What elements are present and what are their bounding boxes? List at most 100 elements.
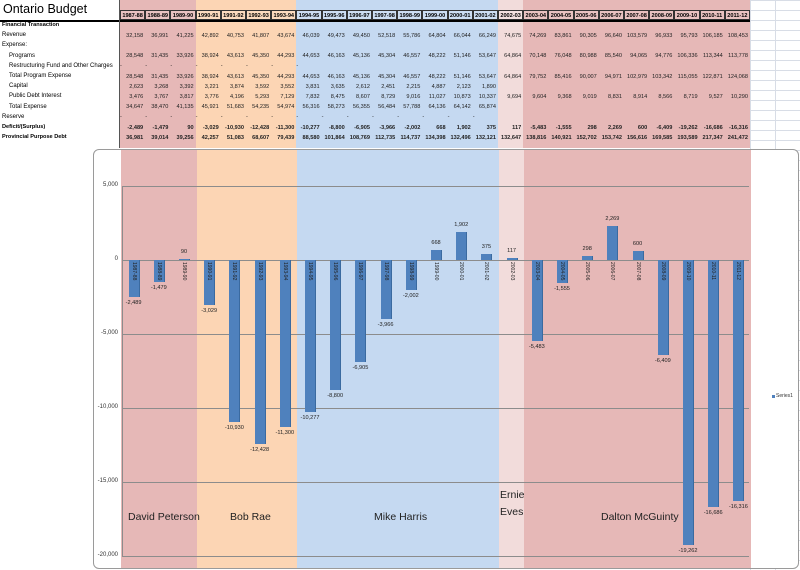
- table-cell[interactable]: 41,807: [252, 32, 270, 39]
- bar-2000-01[interactable]: [456, 231, 467, 260]
- column-header[interactable]: 1999-00: [422, 10, 448, 20]
- table-cell[interactable]: 3,874: [229, 83, 244, 90]
- table-cell[interactable]: 3,552: [280, 83, 295, 90]
- table-cell[interactable]: 80,988: [579, 53, 597, 60]
- table-cell[interactable]: 43,613: [226, 73, 244, 80]
- table-cell[interactable]: 122,871: [702, 73, 723, 80]
- table-cell[interactable]: -: [120, 63, 122, 70]
- table-cell[interactable]: 3,767: [154, 93, 169, 100]
- table-cell[interactable]: 3,392: [179, 83, 194, 90]
- table-cell[interactable]: 2,612: [355, 83, 370, 90]
- table-cell[interactable]: -5,483: [530, 124, 547, 131]
- table-cell[interactable]: 31,435: [151, 73, 169, 80]
- column-header[interactable]: 1987-88: [120, 10, 146, 20]
- bar-2005-06[interactable]: [582, 255, 593, 260]
- table-cell[interactable]: 90: [187, 124, 194, 131]
- table-cell[interactable]: 45,921: [201, 104, 219, 111]
- table-cell[interactable]: 103,342: [652, 73, 673, 80]
- table-cell[interactable]: 39,014: [151, 134, 169, 141]
- table-cell[interactable]: 55,786: [403, 32, 421, 39]
- table-cell[interactable]: 74,675: [504, 32, 522, 39]
- column-header[interactable]: 2005-06: [573, 10, 599, 20]
- table-cell[interactable]: 36,991: [151, 32, 169, 39]
- table-cell[interactable]: 33,926: [176, 53, 194, 60]
- table-cell[interactable]: 668: [436, 124, 446, 131]
- table-cell[interactable]: -2,489: [127, 124, 144, 131]
- table-cell[interactable]: 38,924: [201, 53, 219, 60]
- column-header[interactable]: 1991-92: [220, 10, 246, 20]
- table-cell[interactable]: 94,776: [655, 53, 673, 60]
- deficit-chart[interactable]: 5,000 0 -5,000 -10,000 -15,000 -20,000 1987-88…: [93, 149, 799, 569]
- table-cell[interactable]: 8,719: [683, 93, 698, 100]
- column-header[interactable]: 2001-02: [472, 10, 498, 20]
- table-cell[interactable]: 66,044: [453, 32, 471, 39]
- table-cell[interactable]: 4,196: [229, 93, 244, 100]
- column-header[interactable]: 2010-11: [699, 10, 725, 20]
- bar-1997-98[interactable]: [380, 260, 391, 319]
- table-cell[interactable]: 115,055: [677, 73, 698, 80]
- table-cell[interactable]: 117: [512, 124, 522, 131]
- table-cell[interactable]: 56,484: [378, 104, 396, 111]
- bar-1994-95[interactable]: [305, 260, 315, 413]
- table-cell[interactable]: -: [246, 114, 248, 121]
- table-cell[interactable]: 65,874: [478, 104, 496, 111]
- table-cell[interactable]: 9,019: [582, 93, 597, 100]
- table-cell[interactable]: 70,148: [529, 53, 547, 60]
- table-cell[interactable]: 44,653: [302, 73, 320, 80]
- table-cell[interactable]: 28,548: [126, 53, 144, 60]
- table-cell[interactable]: 53,647: [478, 73, 496, 80]
- table-cell[interactable]: 113,778: [728, 53, 748, 60]
- table-cell[interactable]: 3,831: [305, 83, 320, 90]
- table-cell[interactable]: 49,473: [327, 32, 345, 39]
- table-cell[interactable]: -: [246, 63, 248, 70]
- table-cell[interactable]: 138,816: [526, 134, 547, 141]
- table-cell[interactable]: 51,083: [226, 134, 244, 141]
- table-cell[interactable]: 124,068: [727, 73, 748, 80]
- table-cell[interactable]: 140,921: [551, 134, 572, 141]
- column-header[interactable]: 1995-96: [321, 10, 347, 20]
- table-cell[interactable]: 64,864: [504, 53, 522, 60]
- column-header[interactable]: 2011-12: [724, 10, 750, 20]
- table-cell[interactable]: -: [145, 114, 148, 121]
- table-cell[interactable]: 52,518: [378, 32, 396, 39]
- table-cell[interactable]: -: [271, 114, 274, 121]
- table-cell[interactable]: -: [220, 114, 223, 121]
- column-header[interactable]: 1988-89: [145, 10, 171, 20]
- table-cell[interactable]: 54,974: [277, 104, 295, 111]
- table-cell[interactable]: 42,257: [201, 134, 219, 141]
- table-cell[interactable]: -: [220, 63, 223, 70]
- table-cell[interactable]: 1,890: [481, 83, 496, 90]
- table-cell[interactable]: 94,065: [630, 53, 648, 60]
- bar-1992-93[interactable]: [254, 260, 265, 444]
- table-cell[interactable]: 3,268: [154, 83, 169, 90]
- table-cell[interactable]: -: [372, 114, 374, 121]
- table-cell[interactable]: -: [170, 63, 173, 70]
- table-cell[interactable]: 49,450: [352, 32, 370, 39]
- table-cell[interactable]: 153,742: [601, 134, 622, 141]
- table-cell[interactable]: 103,579: [626, 32, 648, 39]
- table-cell[interactable]: 193,589: [677, 134, 698, 141]
- table-cell[interactable]: 2,269: [607, 124, 622, 131]
- table-cell[interactable]: 600: [637, 124, 648, 131]
- table-cell[interactable]: -19,262: [678, 124, 698, 131]
- table-cell[interactable]: 45,136: [352, 73, 370, 80]
- table-cell[interactable]: 5,293: [255, 93, 270, 100]
- table-cell[interactable]: 90,007: [579, 73, 597, 80]
- table-cell[interactable]: 48,222: [428, 73, 446, 80]
- table-cell[interactable]: 85,416: [554, 73, 572, 80]
- table-cell[interactable]: 9,694: [507, 93, 522, 100]
- table-cell[interactable]: 33,926: [176, 73, 194, 80]
- table-cell[interactable]: -: [296, 63, 299, 70]
- table-cell[interactable]: -8,800: [328, 124, 345, 131]
- table-cell[interactable]: 132,496: [450, 134, 471, 141]
- table-cell[interactable]: 8,566: [658, 93, 673, 100]
- table-cell[interactable]: 9,016: [406, 93, 421, 100]
- table-cell[interactable]: 8,831: [607, 93, 622, 100]
- table-cell[interactable]: -10,277: [300, 124, 320, 131]
- table-cell[interactable]: -: [195, 63, 198, 70]
- table-cell[interactable]: 46,163: [327, 73, 345, 80]
- table-cell[interactable]: 31,435: [151, 53, 169, 60]
- bar-2006-07[interactable]: [607, 226, 618, 260]
- table-cell[interactable]: -2,002: [404, 124, 421, 131]
- table-cell[interactable]: 375: [486, 124, 496, 131]
